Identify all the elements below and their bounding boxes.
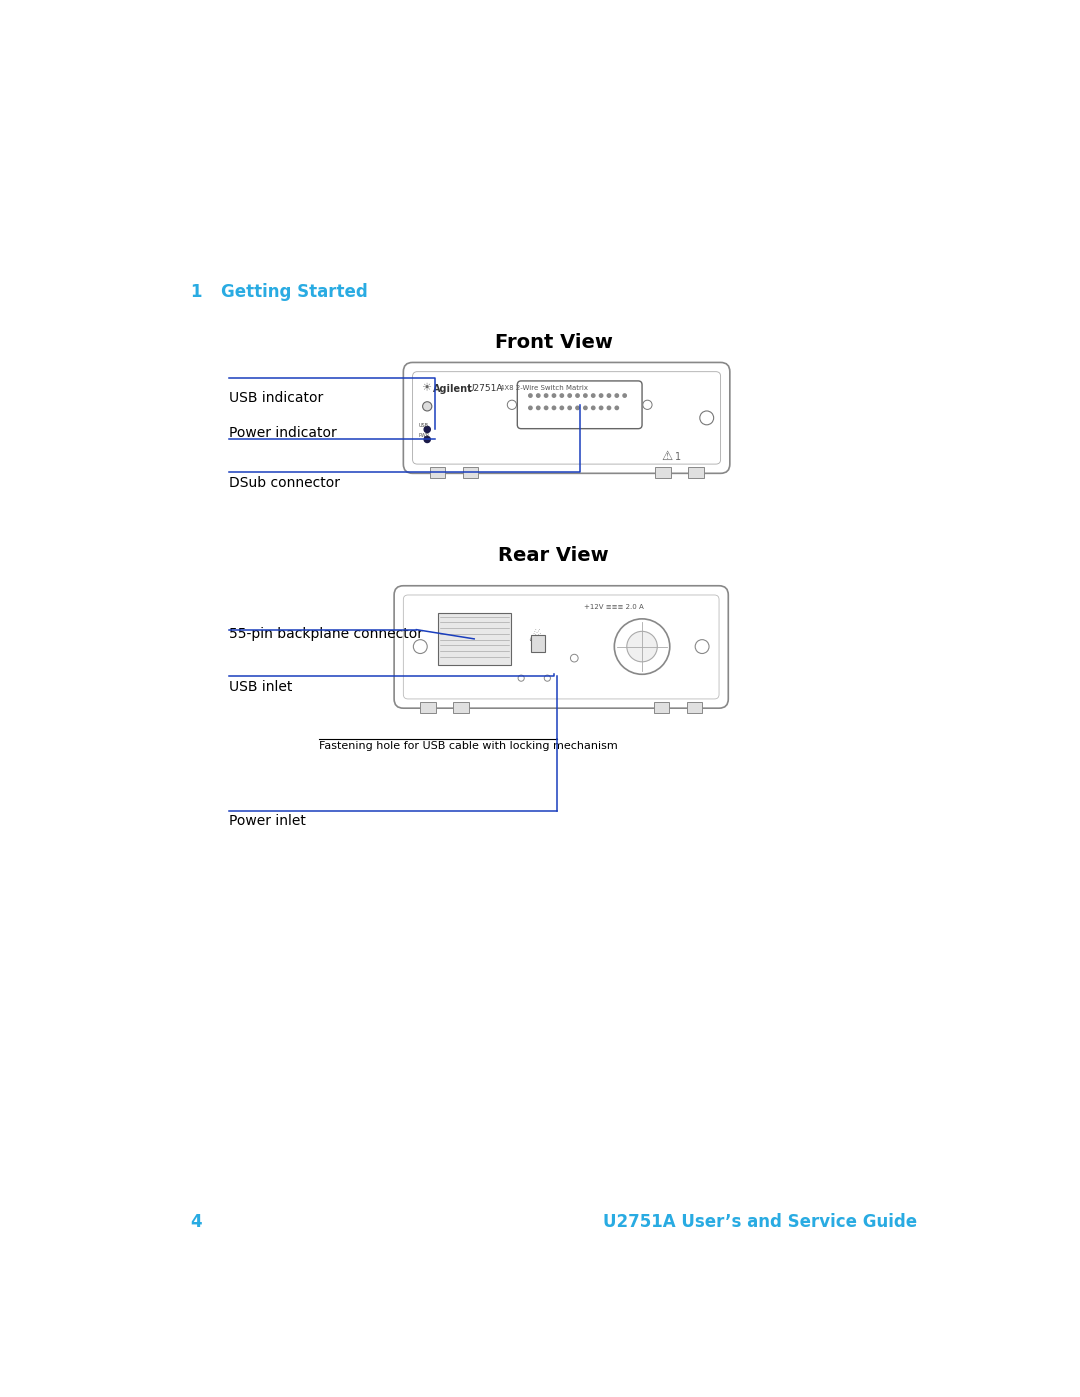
Circle shape — [643, 400, 652, 409]
Circle shape — [552, 394, 555, 397]
Text: Rear View: Rear View — [498, 546, 609, 566]
Bar — [420, 703, 435, 712]
Text: 4: 4 — [190, 1213, 202, 1231]
Circle shape — [607, 407, 610, 409]
Circle shape — [552, 407, 555, 409]
Circle shape — [518, 675, 524, 682]
Circle shape — [414, 640, 428, 654]
Circle shape — [583, 394, 588, 397]
Circle shape — [700, 411, 714, 425]
Circle shape — [529, 394, 532, 397]
Circle shape — [599, 394, 603, 397]
Bar — [687, 703, 702, 712]
Circle shape — [616, 394, 619, 397]
Text: U2751A: U2751A — [468, 384, 503, 393]
Circle shape — [544, 394, 548, 397]
Text: USB indicator: USB indicator — [229, 391, 323, 405]
Text: Power inlet: Power inlet — [229, 814, 306, 828]
Text: ☀: ☀ — [421, 383, 431, 393]
Circle shape — [544, 407, 548, 409]
Bar — [531, 636, 545, 652]
Text: 1: 1 — [190, 284, 202, 302]
Circle shape — [616, 407, 619, 409]
Bar — [454, 703, 469, 712]
FancyBboxPatch shape — [403, 595, 719, 698]
Circle shape — [424, 436, 430, 443]
Circle shape — [544, 675, 551, 682]
Text: PWR: PWR — [419, 433, 430, 439]
Bar — [430, 467, 445, 478]
FancyBboxPatch shape — [394, 585, 728, 708]
Circle shape — [537, 407, 540, 409]
Text: 4X8 2-Wire Switch Matrix: 4X8 2-Wire Switch Matrix — [500, 384, 588, 391]
Circle shape — [570, 654, 578, 662]
Text: Getting Started: Getting Started — [220, 284, 367, 302]
FancyBboxPatch shape — [403, 362, 730, 474]
FancyBboxPatch shape — [413, 372, 720, 464]
Text: 1: 1 — [675, 451, 681, 462]
Circle shape — [576, 407, 579, 409]
Text: Fastening hole for USB cable with locking mechanism: Fastening hole for USB cable with lockin… — [319, 742, 618, 752]
Circle shape — [607, 394, 610, 397]
Circle shape — [529, 407, 532, 409]
Circle shape — [623, 394, 626, 397]
Circle shape — [583, 407, 588, 409]
Text: Power indicator: Power indicator — [229, 426, 336, 440]
Text: U2751A User’s and Service Guide: U2751A User’s and Service Guide — [603, 1213, 917, 1231]
Text: ⚠: ⚠ — [661, 450, 673, 464]
Text: +12V ≡≡≡ 2.0 A: +12V ≡≡≡ 2.0 A — [584, 605, 644, 610]
Circle shape — [696, 640, 710, 654]
Circle shape — [615, 619, 670, 675]
Circle shape — [626, 631, 658, 662]
FancyBboxPatch shape — [517, 381, 642, 429]
Bar — [462, 467, 478, 478]
Circle shape — [568, 394, 571, 397]
Bar — [656, 467, 671, 478]
Circle shape — [576, 394, 579, 397]
Circle shape — [422, 402, 432, 411]
Bar — [438, 613, 511, 665]
Text: 55-pin backplane connector: 55-pin backplane connector — [229, 627, 422, 641]
Text: DSub connector: DSub connector — [229, 475, 339, 489]
Circle shape — [561, 394, 564, 397]
Circle shape — [568, 407, 571, 409]
Bar — [688, 467, 704, 478]
Text: Front View: Front View — [495, 334, 612, 352]
Circle shape — [561, 407, 564, 409]
Circle shape — [508, 400, 516, 409]
Circle shape — [592, 394, 595, 397]
Text: USB: USB — [419, 423, 429, 429]
Circle shape — [599, 407, 603, 409]
Circle shape — [592, 407, 595, 409]
Text: Agilent: Agilent — [433, 384, 473, 394]
Text: USB inlet: USB inlet — [229, 680, 292, 694]
Circle shape — [424, 426, 430, 433]
Text: ☄: ☄ — [528, 630, 540, 644]
Circle shape — [537, 394, 540, 397]
Bar — [653, 703, 669, 712]
